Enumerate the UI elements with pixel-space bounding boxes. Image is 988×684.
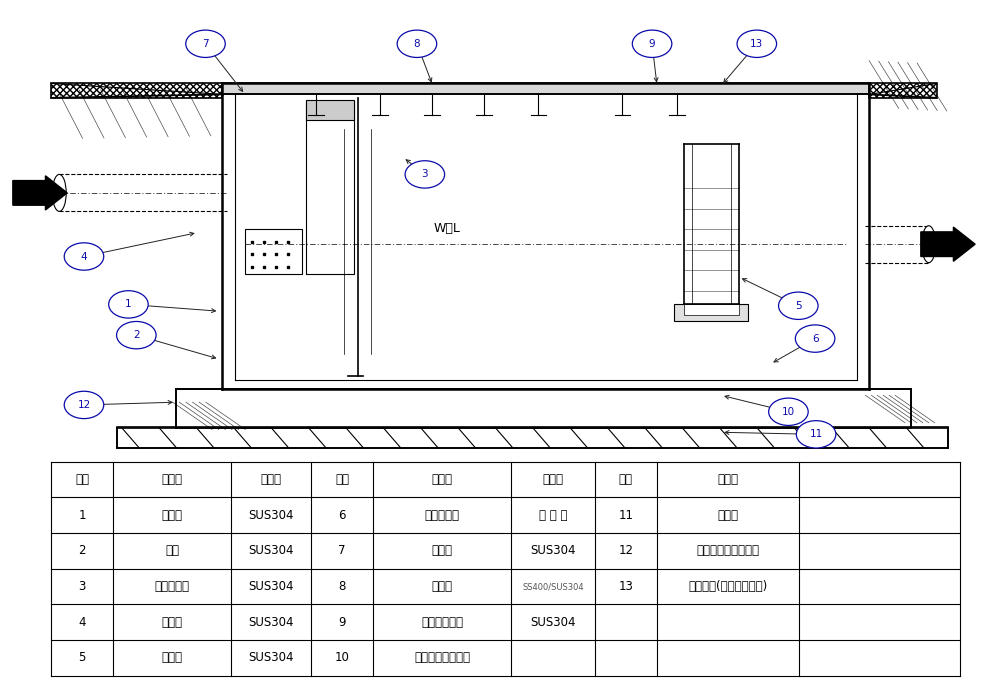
Text: 8: 8 [414, 39, 420, 49]
Text: 根巻きコンクリート: 根巻きコンクリート [697, 544, 760, 557]
Text: 10: 10 [782, 407, 795, 417]
Text: SUS304: SUS304 [531, 544, 576, 557]
Text: 材　質: 材 質 [261, 473, 282, 486]
Bar [306, 100, 354, 120]
Text: 9: 9 [339, 616, 346, 629]
Circle shape [397, 30, 437, 57]
Text: 10: 10 [335, 651, 350, 664]
Text: 部番: 部番 [335, 473, 349, 486]
Circle shape [64, 243, 104, 270]
Text: SUS304: SUS304 [249, 544, 294, 557]
Bar [674, 304, 749, 321]
Text: スライド板: スライド板 [155, 580, 190, 593]
Circle shape [769, 398, 808, 425]
Text: SUS304: SUS304 [249, 509, 294, 522]
Ellipse shape [922, 226, 936, 263]
Text: 部番: 部番 [618, 473, 633, 486]
Text: 受　枠: 受 枠 [432, 544, 453, 557]
Bar [245, 229, 302, 274]
Text: 11: 11 [809, 430, 823, 439]
Text: 11: 11 [618, 509, 633, 522]
Text: SUS304: SUS304 [531, 616, 576, 629]
Text: 品　名: 品 名 [717, 473, 739, 486]
Text: 1: 1 [78, 509, 86, 522]
Text: 底盤コンクリート: 底盤コンクリート [414, 651, 470, 664]
Circle shape [186, 30, 225, 57]
Circle shape [117, 321, 156, 349]
Text: エプロン(コンクリート): エプロン(コンクリート) [689, 580, 768, 593]
Text: 砕　石: 砕 石 [717, 509, 739, 522]
Text: 13: 13 [750, 39, 764, 49]
Circle shape [795, 325, 835, 352]
Text: 材　質: 材 質 [542, 473, 563, 486]
Ellipse shape [52, 174, 66, 211]
Text: SUS304: SUS304 [249, 616, 294, 629]
Text: W．L: W．L [433, 222, 460, 235]
Bar [306, 101, 354, 274]
Text: トラップ管: トラップ管 [425, 509, 459, 522]
Circle shape [64, 391, 104, 419]
Text: SUS304: SUS304 [249, 651, 294, 664]
Text: 6: 6 [812, 334, 818, 343]
Circle shape [796, 421, 836, 448]
Text: 3: 3 [422, 170, 428, 179]
Text: 品　名: 品 名 [162, 473, 183, 486]
Bar [117, 428, 948, 448]
Circle shape [737, 30, 777, 57]
Text: 3: 3 [79, 580, 86, 593]
Text: 2: 2 [133, 330, 139, 340]
Text: 12: 12 [618, 544, 633, 557]
Text: 部番: 部番 [75, 473, 89, 486]
Text: 4: 4 [81, 252, 87, 261]
Text: 2: 2 [78, 544, 86, 557]
Circle shape [632, 30, 672, 57]
FancyArrow shape [921, 227, 975, 261]
Bar [176, 389, 911, 428]
Text: 13: 13 [618, 580, 633, 593]
Text: 固定用ピース: 固定用ピース [421, 616, 463, 629]
Circle shape [779, 292, 818, 319]
Text: 排出管: 排出管 [162, 651, 183, 664]
Bar [684, 304, 738, 315]
Text: 12: 12 [77, 400, 91, 410]
Bar [222, 83, 869, 94]
Text: 受筒: 受筒 [165, 544, 179, 557]
Text: 4: 4 [78, 616, 86, 629]
Text: ふ　た: ふ た [432, 580, 453, 593]
Text: 6: 6 [339, 509, 346, 522]
Text: SS400/SUS304: SS400/SUS304 [523, 582, 584, 591]
Text: Ｐ Ｖ Ｃ: Ｐ Ｖ Ｃ [538, 509, 567, 522]
FancyArrow shape [13, 176, 67, 210]
Text: 5: 5 [79, 651, 86, 664]
Text: 7: 7 [203, 39, 208, 49]
Bar [869, 83, 937, 98]
Text: SUS304: SUS304 [249, 580, 294, 593]
Text: 8: 8 [339, 580, 346, 593]
Circle shape [405, 161, 445, 188]
Bar [51, 83, 222, 98]
Circle shape [109, 291, 148, 318]
Text: 本　体: 本 体 [162, 509, 183, 522]
Text: 1: 1 [125, 300, 131, 309]
Text: 5: 5 [795, 301, 801, 311]
Text: 流入管: 流入管 [162, 616, 183, 629]
Text: 9: 9 [649, 39, 655, 49]
Text: 品　名: 品 名 [432, 473, 453, 486]
Text: 7: 7 [339, 544, 346, 557]
